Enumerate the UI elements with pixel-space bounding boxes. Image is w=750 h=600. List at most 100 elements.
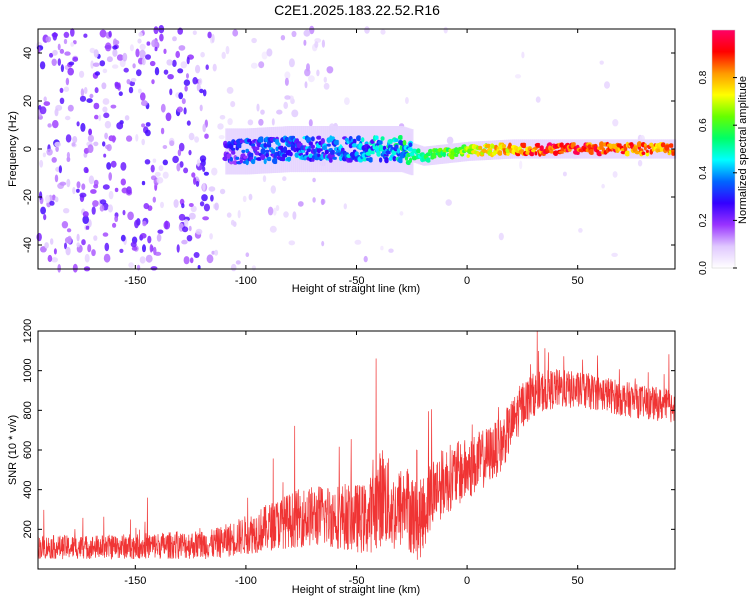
heatmap-cell	[72, 187, 76, 195]
heatmap-cell	[111, 135, 116, 143]
ridge-cell	[559, 142, 565, 148]
heatmap-cell	[195, 180, 200, 187]
y-tick-label: 600	[22, 441, 34, 459]
heatmap-cell	[55, 146, 59, 152]
ridge-halo	[354, 126, 358, 173]
heatmap-cell	[39, 106, 47, 115]
heatmap-cell	[104, 120, 112, 129]
heatmap-cell	[90, 189, 97, 194]
heatmap-cell	[151, 79, 155, 85]
heatmap-cell	[321, 39, 325, 48]
heatmap-cell	[309, 25, 315, 35]
heatmap-cell	[612, 119, 619, 127]
heatmap-cell	[54, 141, 62, 147]
ridge-cell	[306, 148, 312, 153]
heatmap-cell	[57, 264, 61, 273]
heatmap-cell	[40, 206, 46, 215]
heatmap-cell	[443, 26, 448, 34]
ridge-cell	[588, 149, 595, 155]
heatmap-cell	[36, 232, 42, 242]
heatmap-cell	[519, 160, 523, 170]
heatmap-cell	[183, 79, 191, 86]
ridge-halo	[406, 127, 410, 174]
ridge-cell	[374, 135, 379, 140]
heatmap-cell	[104, 42, 112, 52]
heatmap-cell	[130, 241, 137, 248]
heatmap-cell	[137, 38, 142, 44]
ridge-cell	[236, 143, 243, 149]
figure-title: C2E1.2025.183.22.52.R16	[274, 2, 440, 18]
heatmap-cell	[145, 54, 151, 60]
ridge-cell	[328, 157, 333, 163]
ridge-cell	[286, 156, 292, 161]
heatmap-cell	[106, 144, 112, 152]
ridge-cell	[416, 148, 421, 154]
heatmap-cell	[54, 196, 59, 203]
ridge-cell	[361, 137, 365, 143]
heatmap-cell	[219, 188, 226, 195]
heatmap-cell	[139, 43, 146, 51]
heatmap-cell	[53, 248, 57, 255]
heatmap-cell	[181, 203, 185, 209]
ridge-halo	[476, 141, 480, 161]
ridge-halo	[350, 126, 354, 173]
y-tick-label: 1200	[22, 319, 34, 343]
heatmap-cell	[43, 101, 51, 106]
heatmap-cell	[230, 219, 235, 226]
heatmap-cell	[202, 182, 206, 191]
heatmap-cell	[199, 155, 207, 163]
ridge-halo	[239, 128, 243, 175]
snr-line	[38, 331, 675, 560]
ridge-cell	[266, 156, 272, 162]
heatmap-cell	[112, 64, 119, 69]
heatmap-cell	[316, 69, 320, 77]
heatmap-cell	[194, 136, 200, 143]
heatmap-cell	[202, 89, 207, 97]
heatmap-cell	[124, 115, 130, 121]
heatmap-cell	[177, 68, 184, 74]
ridge-halo	[249, 128, 253, 175]
heatmap-cell	[284, 95, 291, 100]
heatmap-cell	[82, 211, 89, 218]
heatmap-cell	[63, 31, 70, 38]
heatmap-cell	[380, 245, 384, 251]
heatmap-cell	[297, 201, 304, 207]
heatmap-cell	[226, 86, 234, 94]
heatmap-cell	[93, 49, 99, 58]
ridge-halo	[287, 126, 290, 173]
ridge-halo	[227, 128, 231, 175]
heatmap-cell	[283, 101, 289, 109]
heatmap-cell	[99, 205, 105, 212]
heatmap-cell	[162, 159, 168, 166]
heatmap-cell	[312, 197, 316, 203]
x-tick-label: 50	[572, 275, 584, 287]
heatmap-cell	[284, 77, 289, 86]
heatmap-cell	[363, 255, 368, 263]
ridge-cell	[645, 149, 649, 153]
ridge-halo	[645, 139, 649, 159]
heatmap-cell	[262, 175, 267, 183]
heatmap-cell	[127, 211, 134, 221]
heatmap-cell	[67, 67, 74, 76]
heatmap-cell	[191, 172, 196, 178]
ridge-cell	[222, 156, 229, 162]
ridge-cell	[332, 156, 338, 160]
heatmap-cell	[66, 228, 72, 233]
heatmap-cell	[76, 242, 80, 248]
heatmap-cell	[151, 39, 158, 48]
heatmap-cell	[126, 135, 133, 142]
heatmap-cell	[364, 26, 370, 34]
heatmap-cell	[198, 78, 203, 86]
heatmap-cell	[83, 33, 88, 38]
heatmap-cell	[169, 140, 175, 147]
snr-panel: -150 -100 -50 0 50 200 400 600 800 1000 1200 Heig…	[7, 319, 676, 596]
y-tick-label: 0	[22, 146, 34, 152]
heatmap-cell	[283, 211, 289, 218]
ridge-cell	[293, 147, 297, 153]
ridge-cell	[251, 143, 256, 147]
ridge-cell	[258, 136, 265, 143]
heatmap-cell	[52, 120, 59, 129]
heatmap-cell	[47, 123, 52, 128]
heatmap-cell	[292, 211, 297, 220]
ridge-cell	[478, 145, 483, 150]
